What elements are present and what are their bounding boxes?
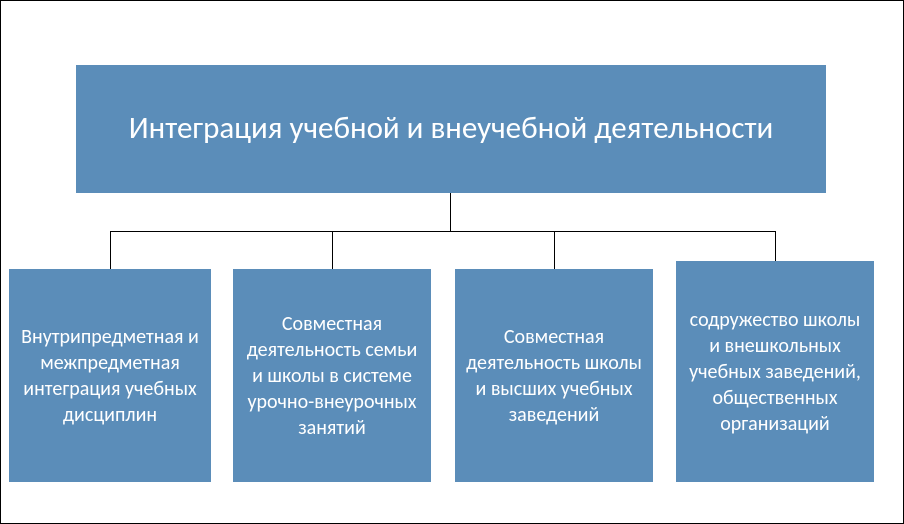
child-label-1: Совместная деятельность семьи и школы в …: [241, 311, 423, 441]
connector-drop-0: [110, 231, 111, 269]
root-node: Интеграция учебной и внеучебной деятельн…: [76, 65, 826, 193]
connector-drop-1: [332, 231, 333, 269]
child-node-0: Внутрипредметная и межпредметная интегра…: [9, 269, 211, 482]
child-node-1: Совместная деятельность семьи и школы в …: [233, 269, 431, 482]
connector-drop-3: [775, 231, 776, 261]
child-label-3: содружество школы и внешкольных учебных …: [684, 307, 866, 437]
connector-horizontal: [110, 231, 776, 232]
connector-drop-2: [554, 231, 555, 269]
child-node-3: содружество школы и внешкольных учебных …: [676, 261, 874, 482]
root-label: Интеграция учебной и внеучебной деятельн…: [129, 110, 773, 147]
child-label-0: Внутрипредметная и межпредметная интегра…: [17, 324, 203, 428]
connector-trunk: [450, 193, 451, 231]
child-label-2: Совместная деятельность школы и высших у…: [463, 324, 645, 428]
child-node-2: Совместная деятельность школы и высших у…: [455, 269, 653, 482]
